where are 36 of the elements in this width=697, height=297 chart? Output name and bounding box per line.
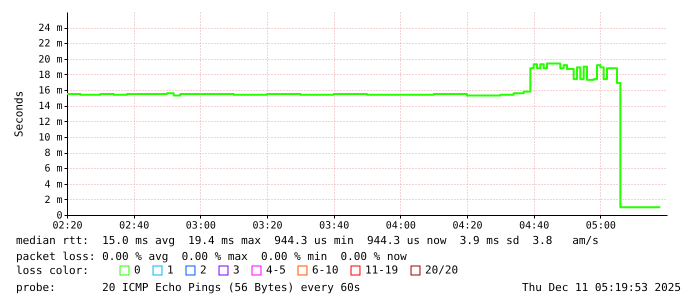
x-tick-label: 03:20 [252, 220, 283, 232]
legend-label: 3 [233, 264, 240, 277]
x-tick-label: 02:20 [52, 220, 83, 232]
x-tick-label: 04:40 [519, 220, 550, 232]
y-tick-label: 4 m [44, 179, 62, 190]
y-tick-label: 14 m [38, 101, 62, 112]
x-tick-label: 02:40 [119, 220, 150, 232]
y-tick-label: 16 m [38, 86, 62, 97]
legend-label: 4-5 [266, 264, 286, 277]
text: median rtt: 15.0 ms avg 19.4 ms max 944.3 us min 944.3 us now 3.9 ms sd 3.8 am/s [16, 234, 599, 247]
x-tick-label: 04:00 [386, 220, 416, 232]
y-tick-label: 10 m [38, 132, 62, 144]
y-tick-label: 24 m [38, 23, 62, 34]
y-tick-label: 8 m [44, 148, 62, 160]
y-tick-label: 18 m [38, 70, 62, 81]
legend-title: loss color: [16, 264, 89, 277]
y-axis-title: Seconds [12, 90, 26, 138]
y-tick-label: 2 m [44, 194, 62, 206]
y-tick-label: 6 m [44, 164, 62, 175]
y-tick-label: 0 [56, 210, 62, 222]
x-tick-label: 05:00 [586, 220, 616, 232]
text: Thu Dec 11 05:19:53 2025 [522, 281, 681, 294]
legend-label: 6-10 [312, 264, 338, 277]
legend-label: 1 [167, 264, 174, 277]
y-tick-label: 22 m [38, 38, 62, 50]
legend-label: 11-19 [365, 264, 398, 277]
y-tick-label: 12 m [38, 116, 62, 128]
legend-label: 20/20 [425, 264, 458, 277]
legend-label: 0 [134, 264, 141, 277]
text: packet loss: 0.00 % avg 0.00 % max 0.00 % min 0.00 % now [16, 250, 407, 263]
x-tick-label: 03:00 [186, 220, 216, 232]
x-tick-label: 03:40 [319, 220, 350, 232]
x-tick-label: 04:20 [452, 220, 483, 232]
y-tick-label: 20 m [38, 54, 62, 66]
text: probe: 20 ICMP Echo Pings (56 Bytes) every 60s [16, 281, 360, 294]
legend-label: 2 [200, 264, 207, 277]
